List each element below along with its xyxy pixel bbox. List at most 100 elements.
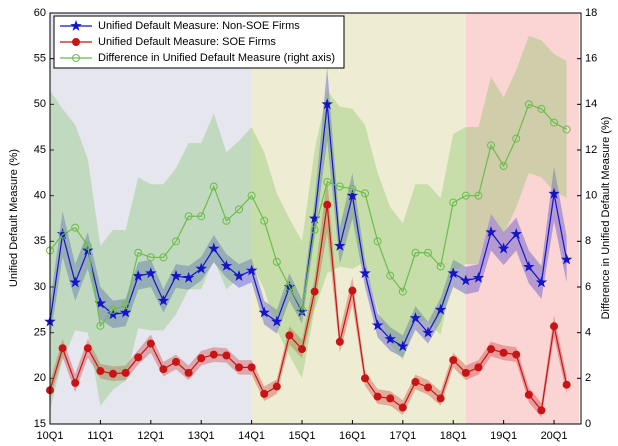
marker xyxy=(485,226,497,238)
x-tick-label: 18Q1 xyxy=(440,430,467,442)
series-line xyxy=(49,103,567,328)
y-tick-label: 15 xyxy=(34,418,46,430)
y2-tick-label: 4 xyxy=(585,327,591,339)
legend-label: Unified Default Measure: SOE Firms xyxy=(98,36,276,48)
marker xyxy=(233,269,245,281)
y2-tick-label: 0 xyxy=(585,418,591,430)
marker xyxy=(398,403,407,412)
marker xyxy=(247,191,256,200)
y-tick-label: 25 xyxy=(34,327,46,339)
marker xyxy=(474,191,483,200)
legend-label: Difference in Unified Default Measure (r… xyxy=(98,52,335,64)
y-tick-label: 50 xyxy=(34,98,46,110)
marker xyxy=(298,305,307,314)
marker xyxy=(134,248,143,257)
y2-tick-label: 18 xyxy=(585,7,597,19)
marker xyxy=(537,104,546,113)
y-tick-label: 40 xyxy=(34,190,46,202)
marker xyxy=(121,301,130,310)
marker xyxy=(195,262,207,274)
marker xyxy=(298,345,307,354)
marker xyxy=(348,286,357,295)
marker xyxy=(197,212,206,221)
marker xyxy=(69,276,81,288)
marker xyxy=(209,350,218,359)
marker xyxy=(550,322,559,331)
marker xyxy=(550,118,559,127)
shaded-region xyxy=(251,13,466,424)
marker xyxy=(58,230,67,239)
marker xyxy=(197,354,206,363)
marker xyxy=(172,357,181,366)
marker xyxy=(361,189,370,198)
legend: Unified Default Measure: Non-SOE Firms Un… xyxy=(53,15,345,69)
marker xyxy=(562,125,571,134)
y-tick-label: 35 xyxy=(34,235,46,247)
marker xyxy=(335,182,344,191)
marker xyxy=(247,363,256,372)
marker xyxy=(409,312,422,323)
marker xyxy=(472,271,485,283)
marker xyxy=(461,368,470,377)
x-tick-label: 13Q1 xyxy=(188,430,215,442)
marker xyxy=(119,306,132,318)
marker xyxy=(512,350,521,359)
marker xyxy=(260,216,269,225)
marker xyxy=(361,374,370,383)
marker xyxy=(524,100,533,109)
marker xyxy=(172,237,181,246)
y2-tick-label: 16 xyxy=(585,53,597,65)
marker xyxy=(146,253,155,262)
y2-tick-label: 8 xyxy=(585,235,591,247)
y2-tick-label: 10 xyxy=(585,190,597,202)
marker xyxy=(348,184,357,193)
marker xyxy=(487,345,496,354)
marker xyxy=(548,187,560,199)
marker xyxy=(72,54,80,62)
marker xyxy=(184,368,193,377)
marker xyxy=(121,368,130,377)
marker xyxy=(422,326,434,338)
marker xyxy=(220,259,233,271)
marker xyxy=(222,216,231,225)
marker xyxy=(209,182,218,191)
y2-axis-label: Difference in Unified Default Measure (%… xyxy=(600,117,612,320)
marker xyxy=(449,198,458,207)
x-tick-label: 14Q1 xyxy=(238,430,265,442)
marker xyxy=(371,319,384,331)
marker xyxy=(561,253,573,265)
marker xyxy=(71,378,80,387)
marker xyxy=(373,237,382,246)
marker xyxy=(411,377,420,386)
marker xyxy=(373,392,382,401)
marker xyxy=(346,189,359,201)
marker xyxy=(497,242,510,254)
shaded-region xyxy=(50,13,252,424)
confidence-band xyxy=(50,177,567,418)
marker xyxy=(512,134,521,143)
marker xyxy=(524,390,533,399)
marker xyxy=(285,331,294,340)
marker xyxy=(434,303,447,315)
y-tick-label: 60 xyxy=(34,7,46,19)
legend-box xyxy=(53,15,345,69)
marker xyxy=(72,38,80,46)
marker xyxy=(386,394,395,403)
marker xyxy=(424,383,433,392)
y2-tick-label: 6 xyxy=(585,281,591,293)
marker xyxy=(359,267,371,279)
y-axis-label: Unified Default Measure (%) xyxy=(8,149,20,287)
marker xyxy=(159,365,168,374)
marker xyxy=(397,340,409,352)
marker xyxy=(258,306,270,318)
x-tick-label: 19Q1 xyxy=(490,430,517,442)
marker xyxy=(107,308,119,320)
marker xyxy=(562,380,571,389)
marker xyxy=(96,321,105,330)
marker xyxy=(449,356,458,365)
marker xyxy=(436,262,445,271)
y-tick-label: 30 xyxy=(34,281,46,293)
marker xyxy=(170,269,182,281)
marker xyxy=(474,363,483,372)
